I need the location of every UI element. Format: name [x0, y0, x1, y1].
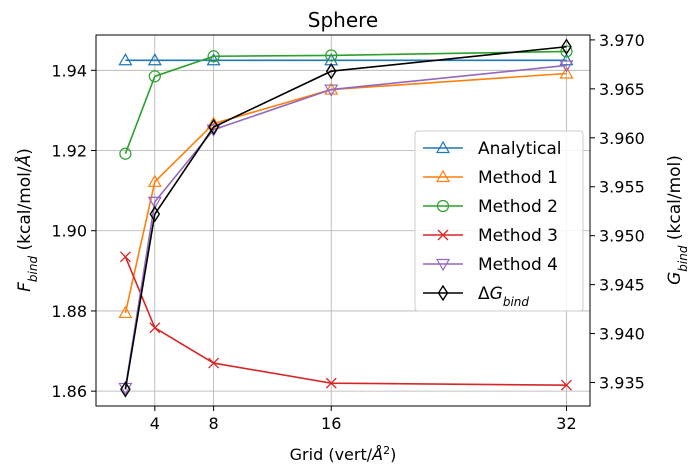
y-tick-label-left: 1.92	[51, 142, 87, 161]
x-tick-label: 32	[556, 414, 576, 433]
data-marker	[437, 229, 449, 241]
legend-label: Method 3	[478, 226, 558, 246]
data-marker	[147, 196, 162, 210]
legend-box	[414, 130, 584, 312]
data-marker	[325, 49, 338, 62]
y-tick-label-left: 1.94	[51, 61, 87, 80]
data-marker	[149, 322, 161, 334]
data-marker	[208, 357, 220, 369]
legend: Analytical Method 1 Method 2 Method 3 Method…	[414, 130, 584, 312]
y-tick-label-right: 3.955	[599, 178, 645, 197]
x-axis: 4 8 16 32	[150, 406, 577, 433]
series-line	[124, 64, 567, 389]
data-marker	[149, 205, 161, 223]
data-marker	[148, 70, 161, 83]
y-tick-label-left: 1.86	[51, 382, 87, 401]
data-marker	[559, 66, 574, 79]
data-marker	[325, 62, 337, 80]
data-marker	[119, 147, 132, 160]
series-1	[118, 66, 574, 319]
series-3	[119, 251, 572, 391]
series-5	[120, 38, 572, 398]
data-marker	[559, 60, 574, 73]
data-marker-stroke	[325, 377, 337, 389]
data-marker-stroke	[149, 322, 161, 334]
plot-series	[118, 38, 574, 398]
y-tick-label-right: 3.965	[599, 80, 645, 99]
series-line	[124, 50, 567, 155]
data-marker	[435, 169, 451, 183]
y-axis-right-label: Gbind (kcal/mol)	[665, 155, 690, 285]
legend-item: Method 2	[423, 197, 558, 217]
y-axis-left-label: Fbind (kcal/mol/Å)	[13, 148, 40, 292]
series-line	[124, 45, 567, 390]
legend-item: Analytical	[423, 139, 561, 159]
data-marker	[561, 38, 572, 56]
y-tick-label-right: 3.970	[599, 31, 645, 50]
data-marker-stroke	[437, 229, 449, 241]
y-tick-label-left: 1.88	[51, 302, 87, 321]
x-tick-label: 16	[321, 414, 341, 433]
x-axis-label: Grid (vert/Å2)	[290, 444, 397, 465]
legend-label: Method 1	[478, 168, 558, 188]
data-marker	[324, 84, 339, 97]
data-marker	[435, 140, 451, 154]
data-marker	[325, 377, 337, 389]
data-marker	[118, 53, 133, 66]
data-marker	[118, 305, 133, 319]
series-line	[124, 72, 567, 314]
legend-label: Method 2	[478, 197, 558, 217]
legend-label: ΔGbind	[478, 284, 529, 309]
data-marker	[120, 381, 131, 398]
legend-item: Method 4	[423, 255, 558, 275]
data-marker	[561, 379, 572, 391]
data-marker	[147, 174, 162, 187]
plot-frame	[95, 34, 591, 407]
chart-title: Sphere	[308, 8, 378, 32]
x-tick-label: 4	[150, 414, 160, 433]
y-tick-label-right: 3.950	[599, 227, 645, 246]
y-tick-label-right: 3.935	[599, 374, 645, 393]
data-marker	[435, 258, 451, 272]
data-marker	[208, 118, 219, 136]
data-marker-stroke	[119, 251, 131, 263]
data-marker	[119, 251, 131, 263]
data-marker	[559, 53, 574, 66]
legend-label: Analytical	[478, 139, 561, 159]
data-marker-stroke	[561, 379, 572, 391]
series-2	[119, 45, 573, 160]
y-tick-label-left: 1.90	[51, 222, 87, 241]
data-marker	[206, 53, 221, 66]
data-marker-stroke	[208, 357, 220, 369]
legend-item: ΔGbind	[423, 284, 529, 309]
legend-item: Method 3	[423, 226, 558, 246]
legend-label: Method 4	[478, 255, 558, 275]
data-marker	[436, 199, 450, 213]
y-axis-left: 1.86 1.88 1.90 1.92 1.94	[51, 61, 96, 401]
x-tick-label: 8	[209, 414, 219, 433]
data-marker	[207, 50, 220, 63]
legend-item: Method 1	[423, 168, 558, 188]
data-marker	[147, 53, 162, 66]
data-marker	[437, 284, 449, 302]
y-tick-label-right: 3.940	[599, 325, 645, 344]
y-tick-label-right: 3.945	[599, 276, 645, 295]
data-marker	[560, 45, 573, 58]
y-tick-label-right: 3.960	[599, 129, 645, 148]
y-axis-right: 3.935 3.940 3.945 3.950 3.955 3.960 3.965 3.970	[590, 31, 645, 393]
